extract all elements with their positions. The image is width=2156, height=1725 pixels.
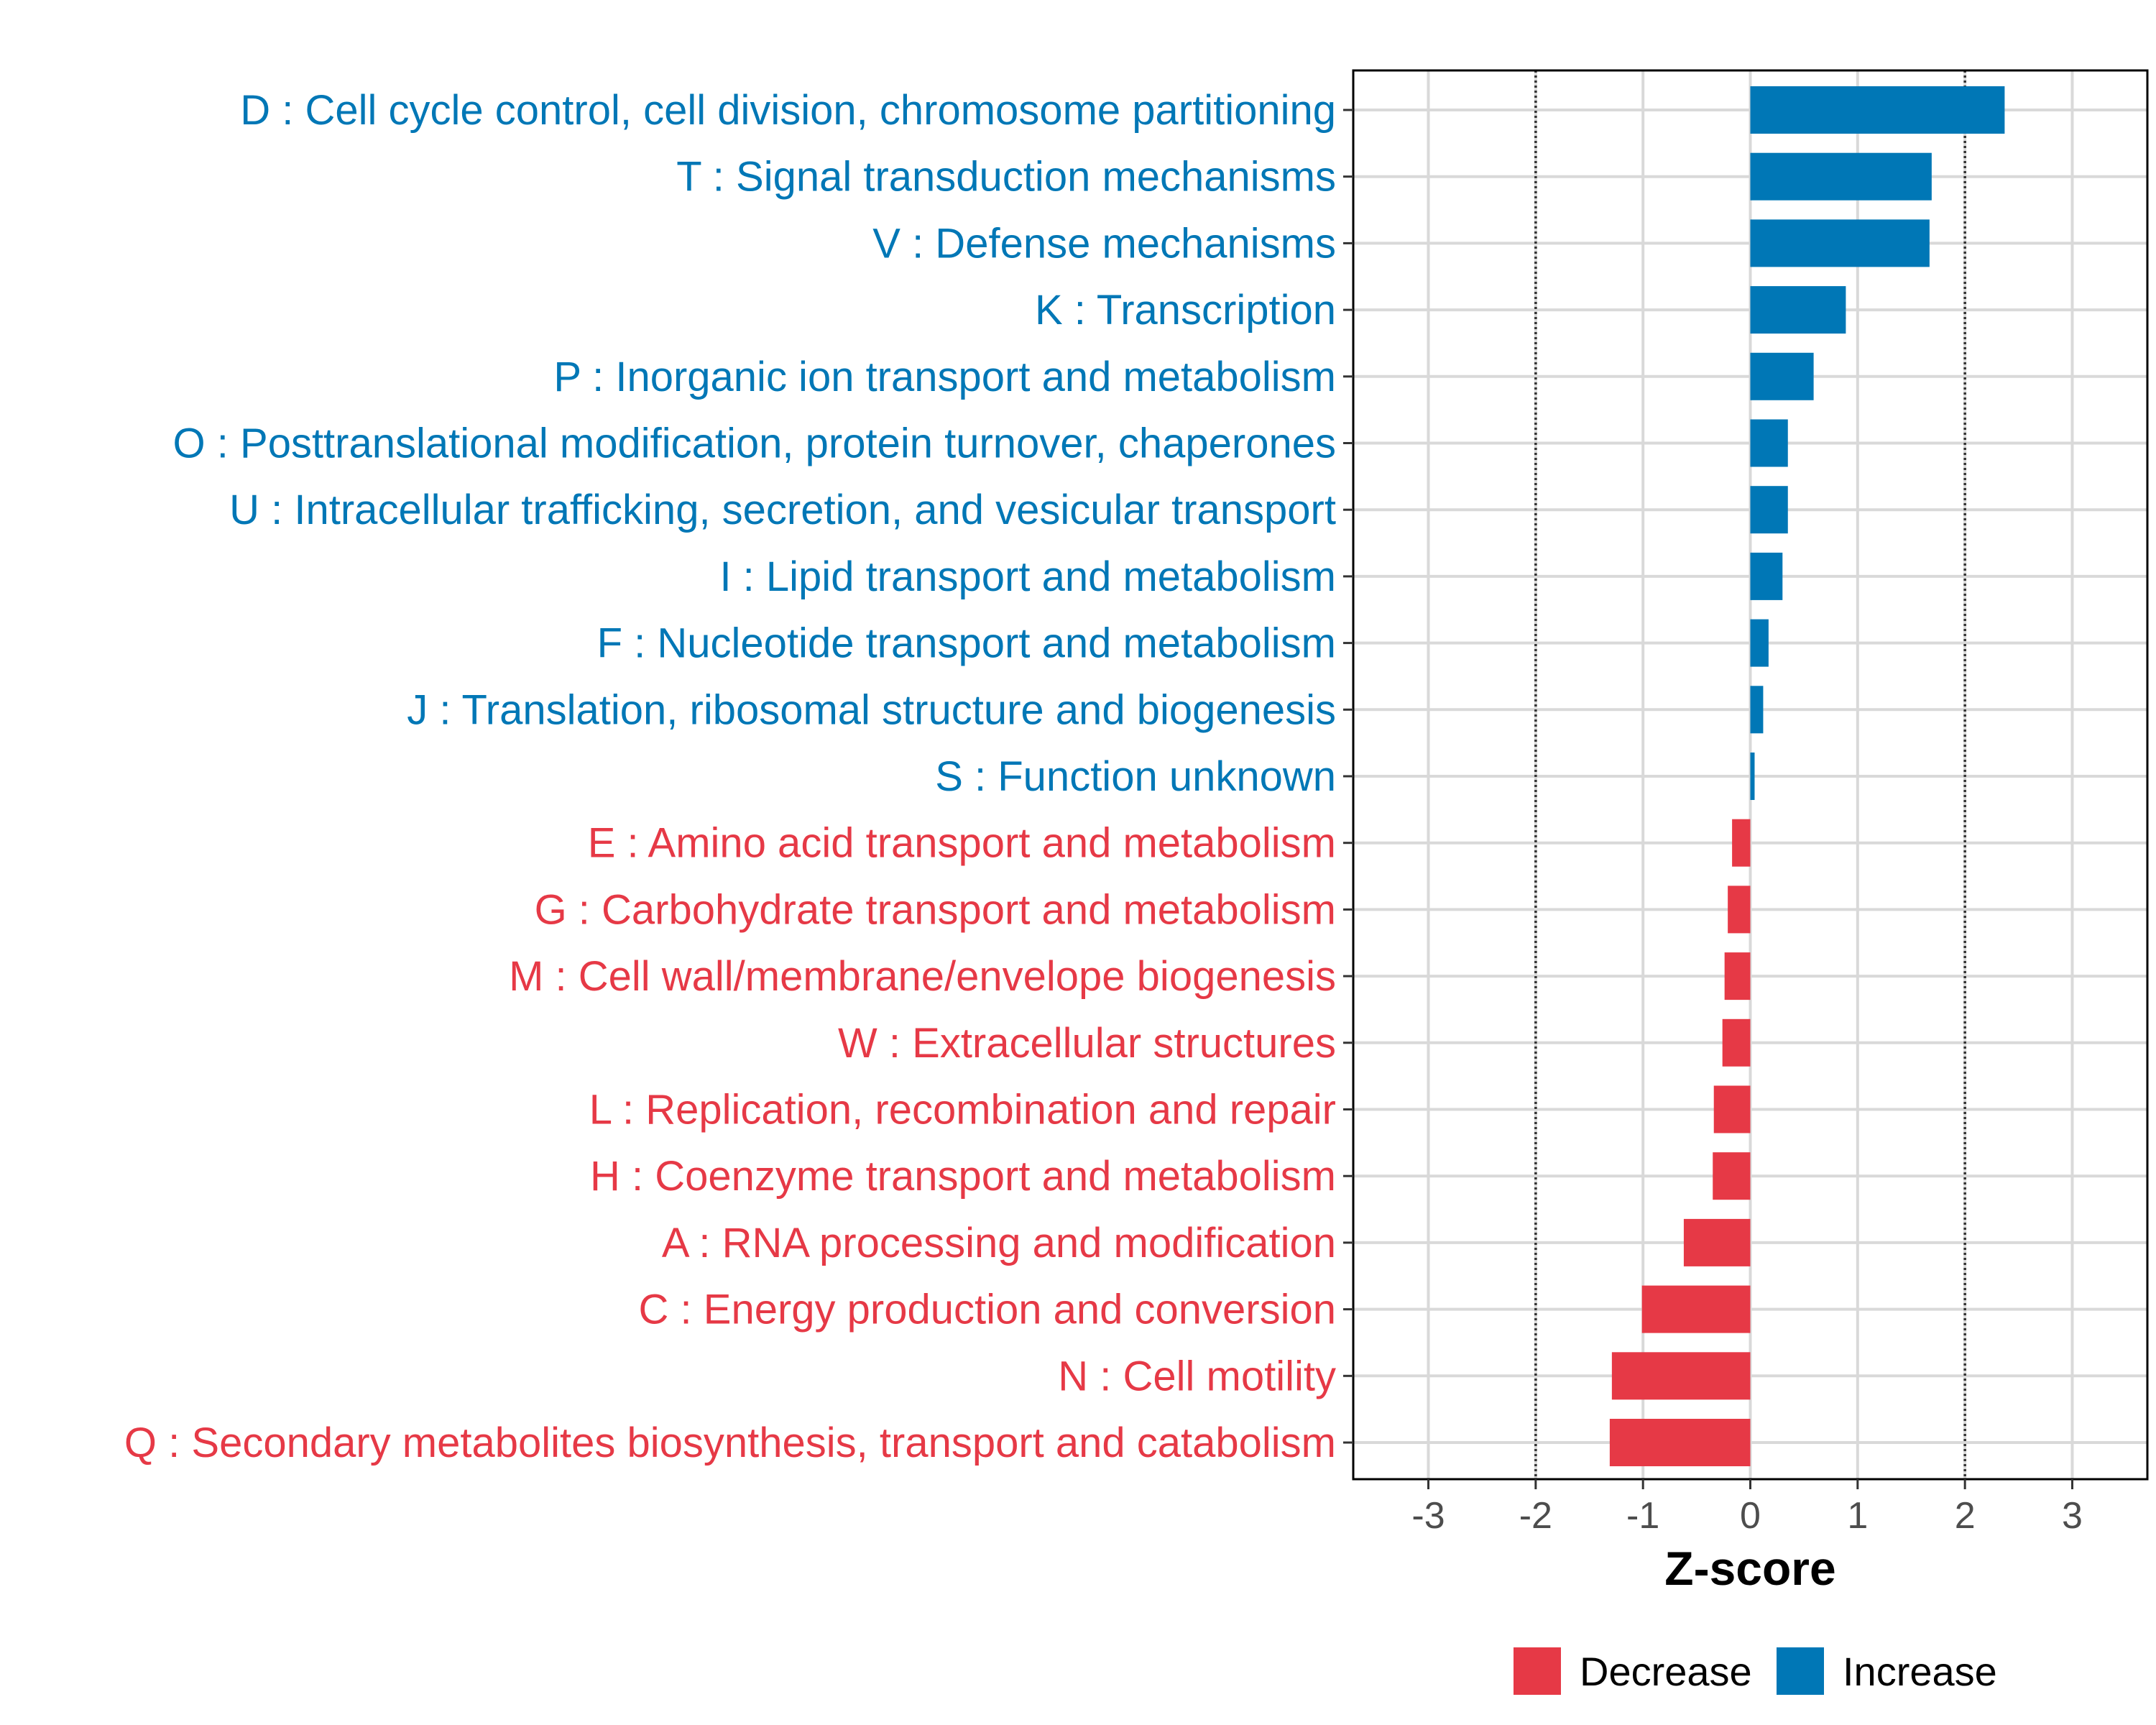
bar <box>1732 819 1751 867</box>
bar <box>1683 1218 1751 1266</box>
bar <box>1750 753 1755 800</box>
bar <box>1750 286 1846 334</box>
reference-lines <box>1534 70 1966 1479</box>
legend-swatch <box>1514 1647 1561 1695</box>
legend-swatch <box>1777 1647 1824 1695</box>
category-label: P : Inorganic ion transport and metaboli… <box>553 354 1336 400</box>
bar <box>1750 219 1930 267</box>
y-axis-labels: D : Cell cycle control, cell division, c… <box>124 87 1336 1466</box>
bar <box>1750 419 1788 467</box>
category-label: O : Posttranslational modification, prot… <box>173 420 1336 467</box>
category-label: N : Cell motility <box>1058 1353 1336 1399</box>
bar <box>1611 1352 1751 1400</box>
legend-label: Decrease <box>1580 1649 1752 1694</box>
bar <box>1750 486 1788 534</box>
y-axis-ticks <box>1343 109 1353 1444</box>
bar <box>1750 86 2005 134</box>
bar <box>1713 1085 1751 1133</box>
x-tick-label: 2 <box>1955 1495 1976 1537</box>
bar <box>1713 1152 1751 1200</box>
bar <box>1609 1419 1751 1466</box>
x-tick-label: -3 <box>1411 1495 1445 1537</box>
category-label: J : Translation, ribosomal structure and… <box>407 686 1336 733</box>
category-label: S : Function unknown <box>935 753 1336 800</box>
category-label: T : Signal transduction mechanisms <box>676 154 1336 201</box>
bar <box>1750 552 1783 600</box>
category-label: C : Energy production and conversion <box>639 1287 1336 1333</box>
category-label: I : Lipid transport and metabolism <box>719 553 1336 600</box>
x-axis-title: Z-score <box>1664 1542 1835 1595</box>
category-label: M : Cell wall/membrane/envelope biogenes… <box>509 953 1336 1000</box>
x-tick-label: -2 <box>1519 1495 1552 1537</box>
category-label: Q : Secondary metabolites biosynthesis, … <box>124 1420 1336 1466</box>
legend: Decrease Increase <box>1514 1647 1997 1695</box>
category-label: A : RNA processing and modification <box>662 1220 1336 1266</box>
category-label: L : Replication, recombination and repai… <box>589 1087 1336 1133</box>
x-tick-label: 0 <box>1740 1495 1761 1537</box>
bar <box>1722 1018 1751 1067</box>
category-label: U : Intracellular trafficking, secretion… <box>229 487 1336 533</box>
x-tick-label: 3 <box>2062 1495 2083 1537</box>
x-axis-ticks: -3 -2 -1 0 1 2 3 <box>1411 1479 2083 1537</box>
category-label: H : Coenzyme transport and metabolism <box>590 1153 1336 1200</box>
category-label: V : Defense mechanisms <box>872 220 1336 267</box>
legend-label: Increase <box>1843 1649 1997 1694</box>
category-label: G : Carbohydrate transport and metabolis… <box>535 886 1336 933</box>
bar <box>1750 152 1932 201</box>
bar <box>1641 1285 1751 1333</box>
category-label: E : Amino acid transport and metabolism <box>588 820 1336 867</box>
category-label: W : Extracellular structures <box>838 1020 1336 1067</box>
x-tick-label: -1 <box>1626 1495 1659 1537</box>
category-label: F : Nucleotide transport and metabolism <box>597 620 1336 667</box>
bar <box>1750 352 1814 400</box>
bars <box>1609 86 2005 1466</box>
category-label: D : Cell cycle control, cell division, c… <box>240 87 1336 134</box>
category-label: K : Transcription <box>1035 287 1336 334</box>
bar <box>1750 619 1769 667</box>
x-tick-label: 1 <box>1847 1495 1868 1537</box>
bar <box>1728 886 1751 934</box>
bar <box>1750 686 1764 734</box>
bar <box>1724 952 1751 1000</box>
